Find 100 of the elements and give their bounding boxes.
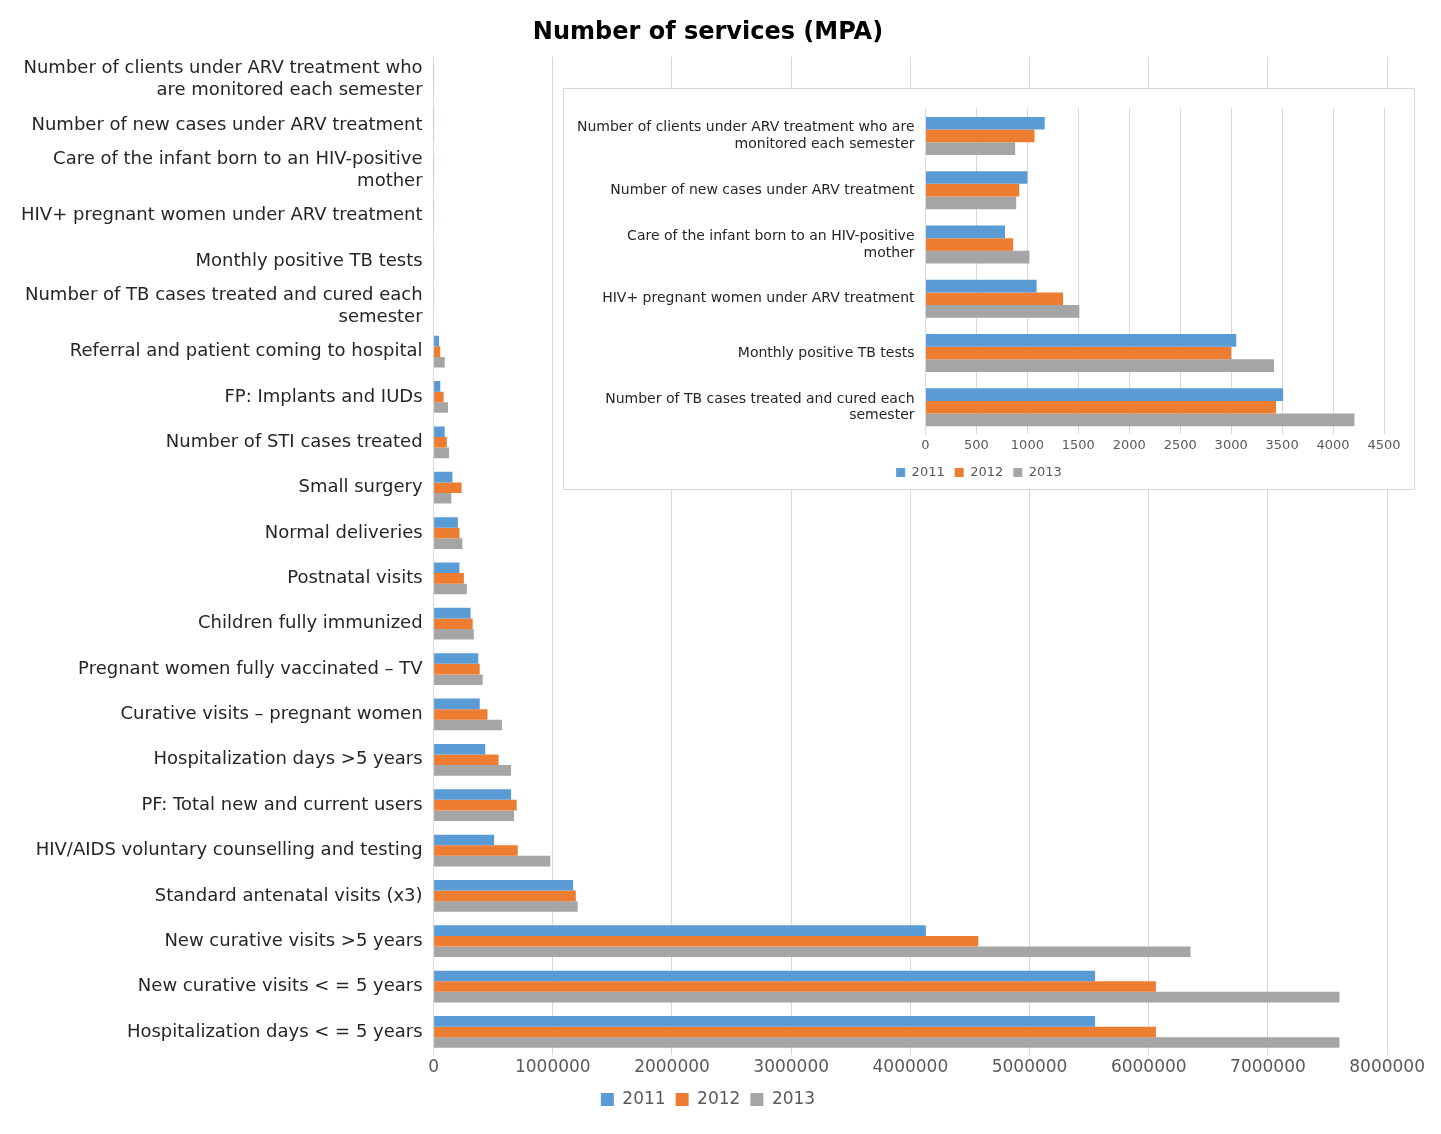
bar [434,607,471,619]
x-tick-label: 1000 [1010,436,1044,452]
bar [434,562,460,574]
bar [434,789,512,800]
bar [434,538,463,549]
y-tick-label: Referral and patient coming to hospital [69,339,423,361]
bar [434,754,499,766]
y-tick-label: HIV/AIDS voluntary counselling and testing [35,838,423,860]
bar [926,142,1016,155]
bar [434,674,483,685]
bar [434,810,515,822]
bar [926,346,1232,360]
bar [434,765,512,776]
x-tick-label: 4000000 [872,1056,949,1077]
y-tick-label: Care of the infant born to an HIV-positive mother [53,147,424,190]
x-tick-label: 3000000 [753,1056,830,1077]
y-tick-label: Pregnant women fully vaccinated – TV [78,656,424,678]
bar [926,225,1005,239]
bar [434,890,576,902]
x-tick-label: 1000000 [514,1056,591,1077]
legend-label: 2013 [1028,463,1062,479]
bar [926,171,1028,184]
bar [434,991,1340,1003]
bar [434,663,480,675]
y-tick-label: Number of clients under ARV treatment who are monitored each semester [577,118,915,151]
bar [434,629,474,640]
bar [434,618,473,630]
bar [434,346,441,357]
x-tick-label: 4000 [1316,436,1350,452]
legend-label: 2011 [911,463,945,479]
x-tick-label: 3000 [1214,436,1248,452]
bar [434,356,445,368]
x-tick-label: 2000 [1112,436,1146,452]
bar [926,196,1017,210]
bar [434,698,480,710]
y-tick-label: HIV+ pregnant women under ARV treatment [20,203,423,225]
bar [434,391,444,403]
y-tick-label: HIV+ pregnant women under ARV treatment [602,289,916,306]
y-tick-label: Number of clients under ARV treatment who are monitored each semester [23,56,424,99]
bar [926,400,1276,414]
y-tick-label: Curative visits – pregnant women [120,702,423,724]
legend-label: 2013 [771,1087,816,1108]
y-tick-label: Number of TB cases treated and cured each semester [605,389,915,423]
x-tick-label: 1500 [1061,436,1095,452]
y-tick-label: New curative visits >5 years [164,928,423,950]
bar [434,471,453,483]
bar [434,970,1096,982]
bar [434,381,441,392]
bar [434,879,574,891]
bar [926,238,1014,251]
bar [434,834,495,846]
bar [434,402,449,413]
bar [926,279,1037,293]
x-tick-label: 4500 [1367,436,1401,452]
bar [434,492,452,504]
bar [434,426,445,438]
bar [434,573,464,584]
bar [926,334,1237,347]
bar [434,946,1191,958]
bar [434,845,518,856]
y-tick-label: Postnatal visits [287,566,423,588]
bar [926,129,1035,143]
bar [434,935,979,947]
bar [434,1026,1156,1038]
y-tick-label: Standard antenatal visits (x3) [154,883,423,905]
y-tick-label: Children fully immunized [198,611,423,633]
x-tick-label: 2000000 [634,1056,710,1077]
x-tick-label: 0 [921,436,930,452]
y-tick-label: Hospitalization days >5 years [153,747,423,769]
bar [434,981,1156,992]
y-tick-label: Number of STI cases treated [165,429,423,451]
x-tick-label: 2500 [1163,436,1197,452]
bar [434,901,578,912]
y-tick-label: FP: Implants and IUDs [224,384,423,406]
bar [434,855,551,867]
bar [434,527,460,539]
x-tick-label: 0 [428,1056,440,1077]
y-tick-label: Number of new cases under ARV treatment [31,112,423,134]
bar [926,116,1045,130]
bar [434,482,462,493]
bar [434,447,450,459]
bar [434,1037,1340,1048]
bar [434,709,488,720]
bar [434,925,926,936]
y-tick-label: Number of TB cases treated and cured each semester [24,283,424,326]
bar [434,799,517,811]
x-tick-label: 3500 [1265,436,1299,452]
bar [434,1016,1096,1027]
bar [926,359,1274,372]
bar [926,413,1355,427]
legend-label: 2012 [970,463,1004,479]
chart-title: Number of services (MPA) [532,16,884,45]
y-tick-label: Number of new cases under ARV treatment [610,180,916,197]
y-tick-label: Monthly positive TB tests [737,343,915,360]
y-tick-label: Small surgery [298,475,423,497]
x-tick-label: 8000000 [1349,1056,1425,1077]
y-tick-label: New curative visits < = 5 years [137,974,423,996]
y-tick-label: Normal deliveries [264,520,423,542]
y-tick-label: Care of the infant born to an HIV-positive mother [627,226,915,260]
x-tick-label: 7000000 [1230,1056,1306,1077]
